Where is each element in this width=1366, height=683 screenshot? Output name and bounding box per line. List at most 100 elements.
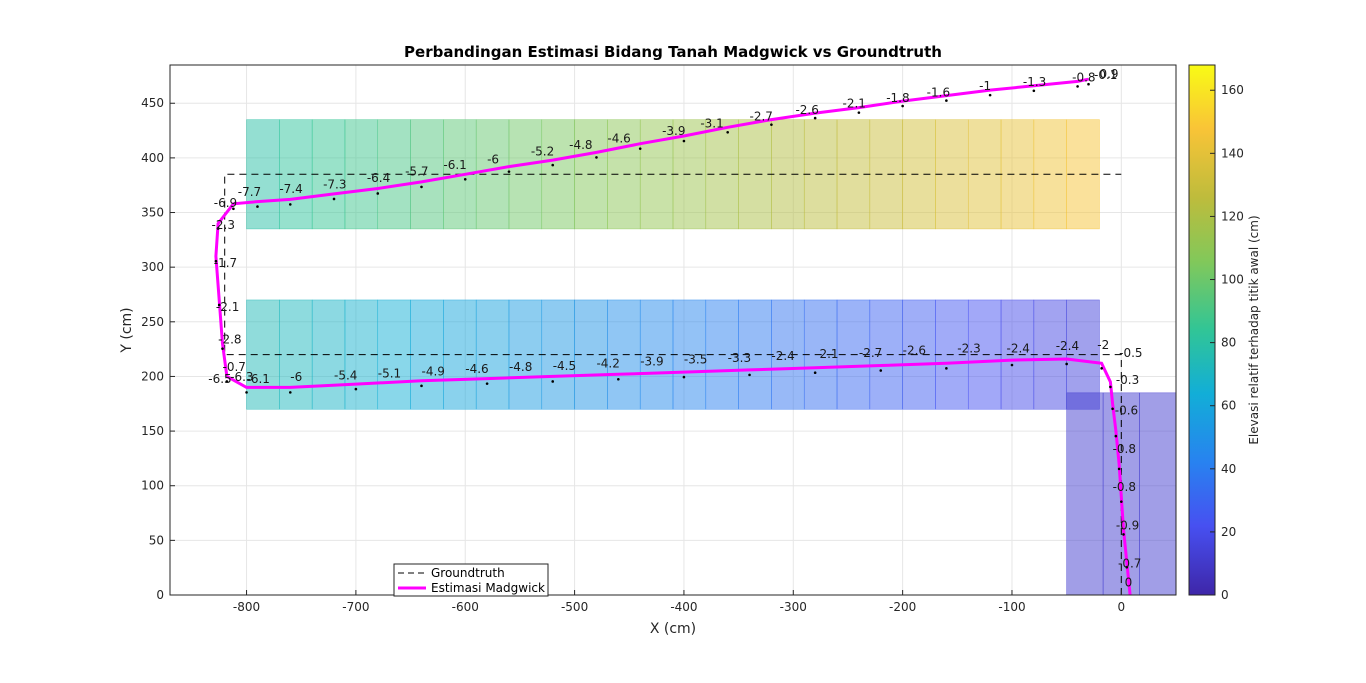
point-label: -2 <box>1097 338 1109 352</box>
madgwick-point <box>879 369 883 372</box>
legend-label-madgwick: Estimasi Madgwick <box>431 581 545 595</box>
point-label: -2.3 <box>957 341 980 355</box>
y-tick-label: 250 <box>141 315 164 329</box>
point-label: -1 <box>979 79 991 93</box>
elevation-cell <box>377 299 411 410</box>
point-labels: 0 -0.7 -0.9 -0.8 -0.8 -0.6 -0.3 -0.5 -2 -2.4 -2.4 -… <box>208 67 1142 589</box>
madgwick-point <box>551 380 555 383</box>
madgwick-point <box>857 111 861 114</box>
madgwick-point <box>376 192 380 195</box>
x-tick-label: -600 <box>452 600 479 614</box>
madgwick-point <box>1114 434 1118 438</box>
madgwick-point <box>682 375 686 379</box>
madgwick-point <box>1032 89 1036 93</box>
point-label: -4.8 <box>569 138 592 152</box>
elevation-cell <box>1139 392 1176 595</box>
point-label: -6.5 <box>208 372 231 386</box>
madgwick-point <box>420 185 423 189</box>
point-label: -0.6 <box>1115 404 1138 418</box>
y-tick-label: 350 <box>141 206 164 220</box>
y-tick-label: 100 <box>141 479 164 493</box>
point-label: -0.8 <box>1072 70 1095 84</box>
point-label: -6.1 <box>443 158 466 172</box>
x-tick-label: -400 <box>670 600 697 614</box>
x-tick-label: -800 <box>233 600 260 614</box>
madgwick-point <box>1122 533 1125 536</box>
point-label: -2.3 <box>212 218 235 232</box>
madgwick-point <box>617 377 620 381</box>
madgwick-point <box>595 156 598 159</box>
point-label: -7.3 <box>323 177 346 191</box>
madgwick-point <box>1076 85 1079 88</box>
y-tick-label: 0 <box>156 588 164 602</box>
point-label: -7.4 <box>279 182 302 196</box>
point-label: -4.6 <box>607 132 630 146</box>
elevation-cell <box>377 119 411 230</box>
point-label: -0.3 <box>1116 373 1139 387</box>
elevation-cell <box>1000 299 1035 410</box>
x-tick-label: -300 <box>780 600 807 614</box>
point-label: 0.9 <box>1099 67 1118 81</box>
point-label: -1.6 <box>927 86 950 100</box>
point-label: -1.8 <box>886 91 909 105</box>
point-label: -2.7 <box>750 110 773 124</box>
madgwick-point <box>1117 467 1121 471</box>
point-label: -2.1 <box>815 347 838 361</box>
madgwick-point <box>288 391 292 394</box>
point-label: -5.4 <box>334 369 357 383</box>
elevation-cell <box>771 299 805 410</box>
madgwick-point <box>485 382 489 385</box>
series-lines <box>214 77 1132 595</box>
elevation-cell <box>1066 392 1104 595</box>
point-label: -4.9 <box>422 364 445 378</box>
madgwick-point <box>420 384 423 388</box>
point-label: -3.3 <box>728 351 751 365</box>
madgwick-point <box>1109 385 1112 389</box>
madgwick-point <box>813 116 817 120</box>
madgwick-point <box>988 93 992 97</box>
point-label: -2.4 <box>1056 339 1079 353</box>
point-label: -2.6 <box>795 103 818 117</box>
y-tick-label: 400 <box>141 151 164 165</box>
colorbar-tick-label: 80 <box>1221 336 1236 350</box>
legend: Groundtruth Estimasi Madgwick <box>393 563 549 597</box>
madgwick-point <box>332 197 336 201</box>
colorbar-tick-label: 100 <box>1221 273 1244 287</box>
x-tick-label: -200 <box>889 600 916 614</box>
point-label: -6.4 <box>367 171 390 185</box>
elevation-cell <box>410 299 444 410</box>
point-label: -4.5 <box>553 359 576 373</box>
madgwick-point <box>682 139 686 143</box>
point-label: -1.7 <box>214 256 237 270</box>
y-tick-label: 450 <box>141 96 164 110</box>
madgwick-point <box>1125 565 1129 569</box>
elevation-cell <box>279 299 313 410</box>
madgwick-point <box>945 367 948 370</box>
x-tick-label: -700 <box>342 600 369 614</box>
elevation-cell <box>869 119 903 230</box>
colorbar-ticks: 0 20 40 60 80 100 120 140 160 <box>1210 83 1244 602</box>
colorbar-tick-label: 60 <box>1221 399 1236 413</box>
point-label: -6.3 <box>230 370 253 384</box>
madgwick-point <box>288 203 292 206</box>
madgwick-point <box>638 147 642 150</box>
point-label: -6.1 <box>247 372 270 386</box>
madgwick-point <box>813 371 817 375</box>
y-axis-label: Y (cm) <box>119 307 135 353</box>
point-label: -6 <box>290 370 302 384</box>
elevation-surface <box>246 119 1176 595</box>
point-label: -7.7 <box>238 185 261 199</box>
elevation-cell <box>279 119 313 230</box>
x-tick-label: 0 <box>1118 600 1126 614</box>
point-label: -4.2 <box>596 357 619 371</box>
point-label: -2.4 <box>1007 341 1030 355</box>
point-label: -2.6 <box>903 344 926 358</box>
madgwick-point <box>770 123 773 126</box>
point-label: -0.7 <box>222 360 245 374</box>
legend-label-groundtruth: Groundtruth <box>431 566 505 580</box>
elevation-cell <box>1000 119 1035 230</box>
point-label: -4.6 <box>465 362 488 376</box>
point-label: -2.8 <box>218 333 241 347</box>
colorbar-gradient <box>1188 64 1216 596</box>
madgwick-point <box>507 170 511 173</box>
